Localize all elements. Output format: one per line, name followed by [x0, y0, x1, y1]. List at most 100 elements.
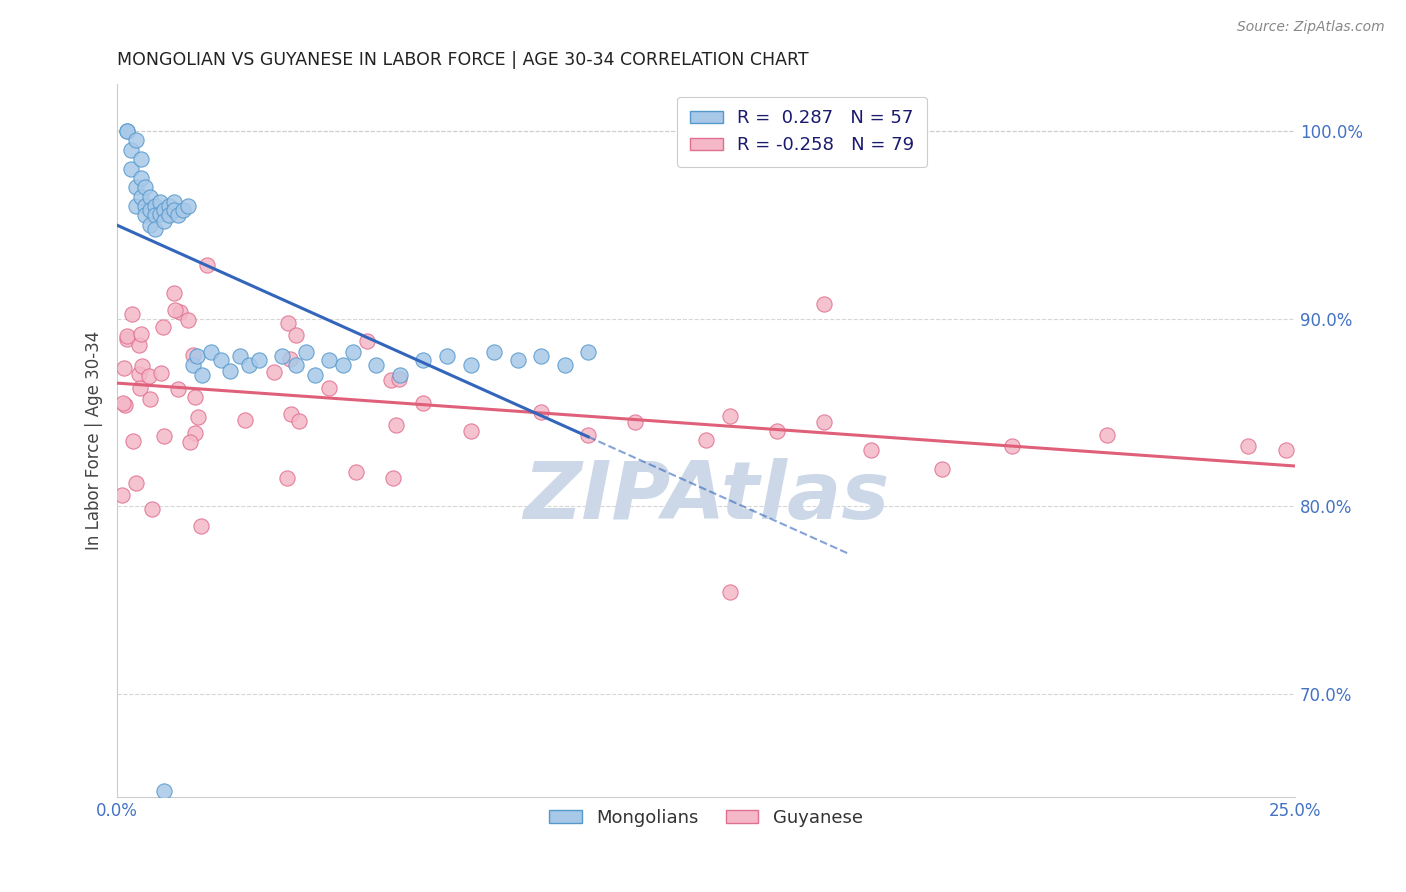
Y-axis label: In Labor Force | Age 30-34: In Labor Force | Age 30-34 [86, 331, 103, 550]
Point [165, 303, 187, 318]
Point [576, 427, 599, 442]
Point [153, 214, 176, 228]
Text: ZIPAtlas: ZIPAtlas [523, 458, 889, 536]
Point [624, 415, 647, 429]
Point [128, 367, 150, 381]
Point [163, 195, 186, 210]
Point [695, 434, 717, 448]
Point [121, 307, 143, 321]
Point [139, 218, 162, 232]
Point [530, 349, 553, 363]
Legend: Mongolians, Guyanese: Mongolians, Guyanese [543, 802, 870, 834]
Point [150, 366, 173, 380]
Point [1001, 439, 1024, 453]
Point [277, 317, 299, 331]
Point [276, 471, 298, 485]
Point [184, 425, 207, 440]
Point [177, 313, 200, 327]
Point [128, 338, 150, 352]
Point [554, 359, 576, 373]
Point [200, 345, 222, 359]
Point [263, 365, 285, 379]
Point [111, 488, 134, 502]
Point [530, 405, 553, 419]
Point [120, 143, 142, 157]
Point [366, 359, 388, 373]
Point [384, 417, 406, 432]
Point [318, 352, 340, 367]
Point [219, 364, 242, 378]
Point [1237, 439, 1260, 453]
Point [931, 461, 953, 475]
Point [177, 199, 200, 213]
Point [181, 348, 204, 362]
Point [191, 368, 214, 382]
Point [139, 392, 162, 407]
Point [139, 189, 162, 203]
Point [125, 475, 148, 490]
Point [157, 208, 180, 222]
Point [143, 208, 166, 222]
Point [813, 296, 835, 310]
Point [125, 199, 148, 213]
Point [238, 359, 260, 373]
Point [143, 221, 166, 235]
Point [187, 409, 209, 424]
Point [115, 124, 138, 138]
Point [139, 202, 162, 217]
Point [228, 349, 250, 363]
Point [280, 351, 302, 366]
Point [718, 409, 741, 423]
Point [184, 390, 207, 404]
Point [122, 434, 145, 448]
Point [287, 414, 309, 428]
Point [482, 345, 505, 359]
Point [436, 349, 458, 363]
Text: MONGOLIAN VS GUYANESE IN LABOR FORCE | AGE 30-34 CORRELATION CHART: MONGOLIAN VS GUYANESE IN LABOR FORCE | A… [117, 51, 808, 69]
Point [141, 502, 163, 516]
Point [153, 429, 176, 443]
Point [111, 396, 134, 410]
Point [143, 199, 166, 213]
Point [186, 349, 208, 363]
Point [247, 352, 270, 367]
Point [332, 359, 354, 373]
Point [134, 208, 156, 222]
Point [163, 286, 186, 301]
Point [117, 329, 139, 343]
Point [152, 320, 174, 334]
Point [181, 359, 204, 373]
Point [344, 465, 367, 479]
Point [166, 382, 188, 396]
Point [115, 124, 138, 138]
Point [157, 199, 180, 213]
Point [131, 359, 153, 373]
Point [129, 326, 152, 341]
Point [233, 413, 256, 427]
Point [167, 208, 190, 222]
Point [190, 519, 212, 533]
Point [460, 424, 482, 438]
Point [172, 202, 194, 217]
Point [813, 415, 835, 429]
Point [179, 434, 201, 449]
Point [285, 328, 308, 343]
Point [114, 398, 136, 412]
Point [280, 407, 302, 421]
Point [114, 361, 136, 376]
Point [129, 170, 152, 185]
Point [271, 349, 294, 363]
Point [129, 381, 152, 395]
Point [209, 352, 232, 367]
Point [388, 372, 411, 386]
Point [304, 368, 326, 382]
Point [153, 202, 176, 217]
Point [380, 373, 402, 387]
Point [197, 258, 219, 272]
Point [149, 195, 172, 210]
Point [388, 368, 411, 382]
Point [120, 161, 142, 176]
Point [506, 352, 529, 367]
Point [115, 332, 138, 346]
Point [765, 424, 787, 438]
